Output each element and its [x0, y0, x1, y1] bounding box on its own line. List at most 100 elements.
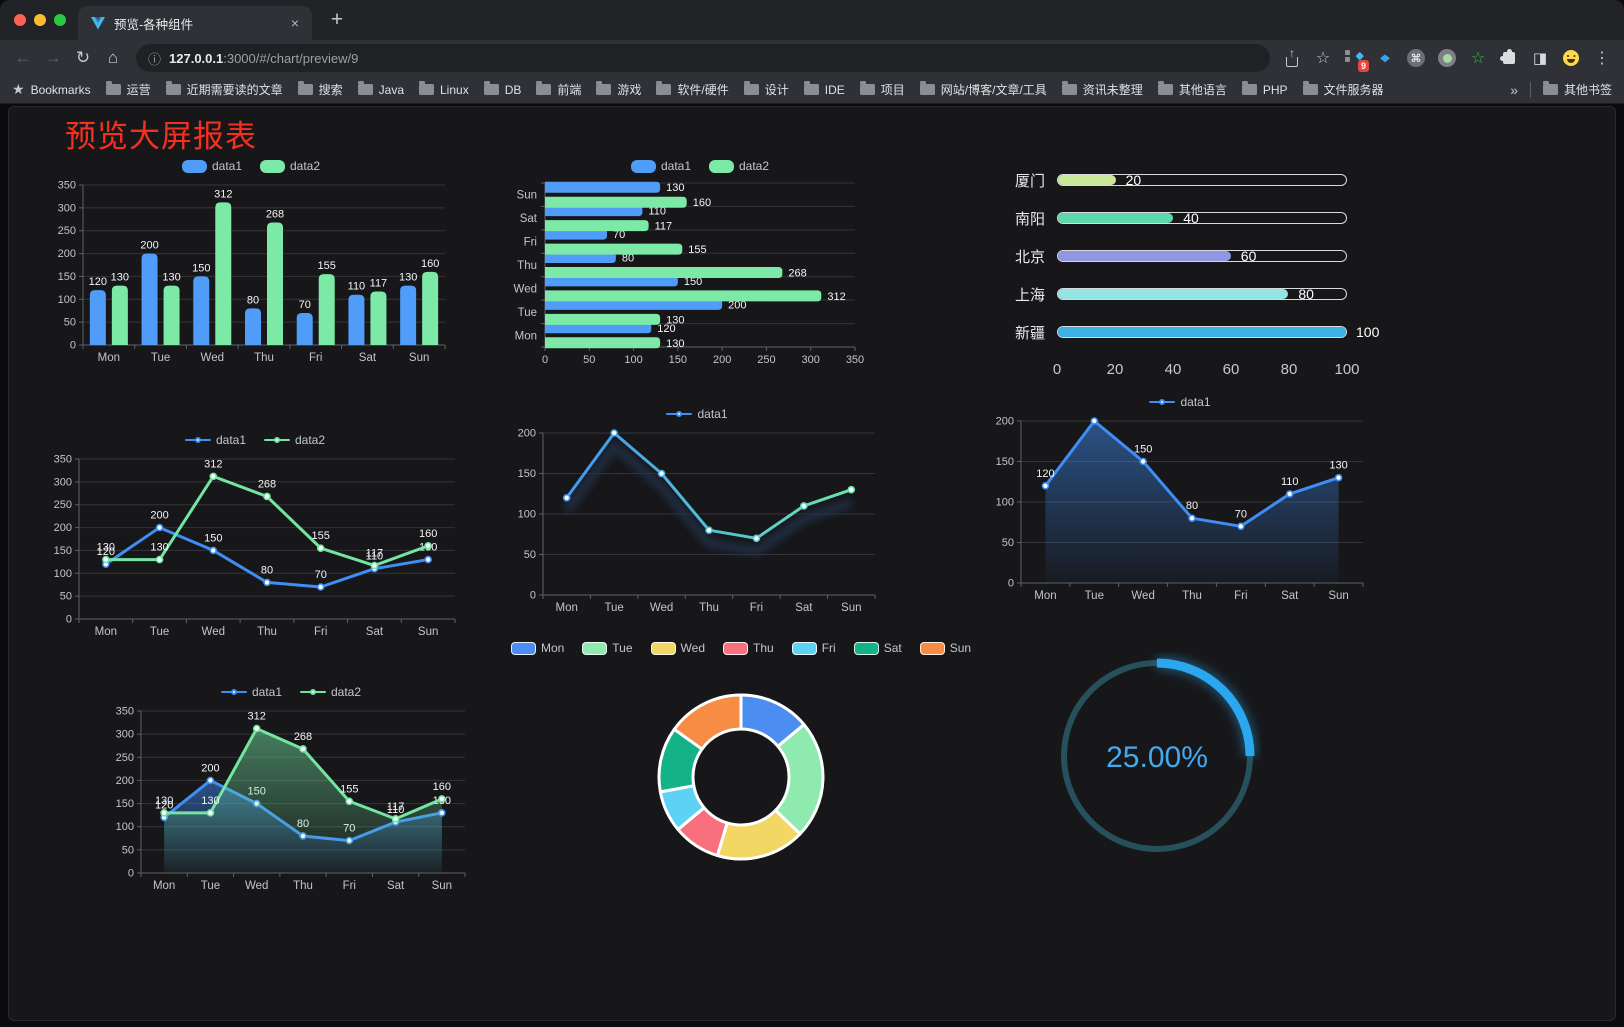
bookmark-folder[interactable]: 文件服务器: [1302, 81, 1384, 98]
svg-text:200: 200: [713, 354, 731, 366]
progress-value: 60: [1240, 248, 1257, 264]
window-minimize-button[interactable]: [34, 14, 46, 26]
legend-item-Thu[interactable]: Thu: [723, 641, 774, 655]
browser-tab[interactable]: 预览-各种组件 ×: [78, 6, 312, 40]
share-icon[interactable]: ↑: [1282, 46, 1302, 68]
svg-text:Sun: Sun: [841, 602, 861, 614]
legend-item-data2[interactable]: data2: [264, 433, 325, 447]
bookmark-folder[interactable]: IDE: [803, 81, 845, 97]
bookmark-folder[interactable]: 网站/博客/文章/工具: [919, 81, 1047, 98]
new-tab-button[interactable]: +: [330, 8, 344, 31]
vue-devtools-extension-icon[interactable]: ◆ 9: [1344, 48, 1369, 72]
svg-text:130: 130: [111, 272, 129, 284]
bookmark-folder[interactable]: 运营: [105, 81, 151, 98]
progress-track: 20: [1057, 172, 1347, 188]
bookmark-folder[interactable]: 游戏: [596, 81, 641, 98]
url-path: :3000/#/chart/preview/9: [223, 50, 359, 66]
progress-axis: 0 20 40 60 80 100: [1053, 361, 1360, 383]
svg-text:268: 268: [266, 208, 284, 220]
bookmark-folder[interactable]: 近期需要读的文章: [165, 81, 283, 98]
legend-item-data1[interactable]: data1: [1149, 395, 1211, 409]
svg-text:120: 120: [97, 546, 115, 558]
bookmark-folder[interactable]: 项目: [859, 81, 905, 98]
progress-row-厦门: 厦门 20: [1001, 161, 1377, 199]
site-info-icon[interactable]: ⓘ: [148, 51, 162, 67]
svg-text:0: 0: [1008, 578, 1014, 590]
progress-fill: [1058, 289, 1289, 299]
legend-item-data1[interactable]: data1: [666, 407, 728, 421]
bookmark-star-icon[interactable]: ☆: [1315, 50, 1331, 67]
bookmark-folder[interactable]: 搜索: [297, 81, 343, 98]
bookmark-folder[interactable]: Linux: [419, 81, 469, 97]
svg-text:Sat: Sat: [366, 626, 384, 638]
axis-tick-label: 0: [1052, 361, 1062, 378]
svg-text:Thu: Thu: [699, 602, 719, 614]
recorder-extension-icon[interactable]: [1437, 48, 1457, 68]
bookmark-folder[interactable]: 设计: [743, 81, 789, 98]
back-icon[interactable]: ←: [14, 48, 32, 67]
svg-text:117: 117: [655, 221, 673, 233]
legend-item-data1[interactable]: data1: [181, 159, 242, 173]
bookmarks-overflow-icon[interactable]: »: [1510, 81, 1518, 98]
svg-text:350: 350: [116, 706, 134, 718]
progress-track: 40: [1057, 210, 1347, 226]
chart-area-two-series: data1 data2 0 50 100 150 200 250 300 350 Mon Tue Wed…: [107, 681, 475, 893]
legend-item-data1[interactable]: data1: [184, 433, 246, 447]
progress-row-新疆: 新疆 100: [1001, 313, 1379, 351]
bookmarks-manager[interactable]: ★ Bookmarks: [12, 81, 91, 98]
bookmark-folder[interactable]: 软件/硬件: [656, 81, 729, 98]
bookmark-folder[interactable]: 前端: [536, 81, 581, 98]
gem-extension-icon[interactable]: ◆: [1380, 51, 1390, 64]
donut-slice-Sun[interactable]: [672, 693, 743, 751]
legend-item-Wed[interactable]: Wed: [650, 641, 705, 655]
extensions-puzzle-icon[interactable]: [1499, 48, 1519, 68]
url-bar[interactable]: ⓘ 127.0.0.1:3000/#/chart/preview/9: [136, 44, 1270, 72]
legend-item-Sun[interactable]: Sun: [919, 641, 971, 655]
bookmark-folder[interactable]: 资讯未整理: [1061, 81, 1143, 98]
svg-text:Thu: Thu: [517, 260, 537, 272]
bookmark-label: 软件/硬件: [677, 83, 729, 97]
svg-text:150: 150: [669, 354, 687, 366]
svg-text:Thu: Thu: [257, 626, 277, 638]
home-icon[interactable]: ⌂: [107, 48, 119, 67]
svg-text:Wed: Wed: [650, 602, 673, 614]
progress-value: 20: [1125, 172, 1142, 188]
emoji-extension-icon[interactable]: [1561, 48, 1581, 68]
svg-text:80: 80: [261, 564, 273, 576]
reload-icon[interactable]: ↻: [75, 48, 91, 67]
window-zoom-button[interactable]: [54, 14, 66, 26]
folder-icon: [803, 81, 819, 95]
legend-item-data2[interactable]: data2: [260, 159, 320, 173]
legend-item-data2[interactable]: data2: [300, 685, 361, 699]
bookmark-folder[interactable]: PHP: [1241, 81, 1288, 97]
svg-text:70: 70: [1235, 508, 1247, 520]
bookmark-folder[interactable]: DB: [483, 81, 521, 97]
green-star-extension-icon[interactable]: ☆: [1470, 50, 1486, 67]
window-close-button[interactable]: [14, 14, 26, 26]
legend-item-Mon[interactable]: Mon: [510, 641, 564, 655]
legend-item-data2[interactable]: data2: [709, 159, 769, 173]
svg-text:250: 250: [54, 499, 72, 511]
svg-text:155: 155: [312, 530, 330, 542]
legend-item-data1[interactable]: data1: [220, 685, 282, 699]
svg-text:100: 100: [624, 354, 642, 366]
bookmark-folder[interactable]: Java: [357, 81, 404, 97]
tab-close-icon[interactable]: ×: [290, 15, 300, 31]
svg-text:100: 100: [58, 294, 76, 306]
legend-label: Tue: [612, 641, 633, 655]
progress-track: 80: [1057, 286, 1347, 302]
svg-text:50: 50: [583, 354, 595, 366]
browser-menu-icon[interactable]: ⋮: [1594, 50, 1610, 67]
legend-swatch: [853, 641, 879, 655]
bookmark-folder[interactable]: 其他语言: [1157, 81, 1227, 98]
legend-item-Sat[interactable]: Sat: [853, 641, 902, 655]
command-extension-icon[interactable]: ⌘: [1406, 48, 1426, 68]
side-panel-icon[interactable]: ◨: [1532, 50, 1548, 67]
folder-icon: [1241, 81, 1257, 95]
other-bookmarks-folder[interactable]: 其他书签: [1542, 81, 1612, 98]
forward-icon[interactable]: →: [44, 48, 62, 67]
legend-item-data1[interactable]: data1: [630, 159, 691, 173]
legend-item-Tue[interactable]: Tue: [582, 641, 633, 655]
svg-text:Tue: Tue: [604, 602, 623, 614]
legend-item-Fri[interactable]: Fri: [791, 641, 836, 655]
